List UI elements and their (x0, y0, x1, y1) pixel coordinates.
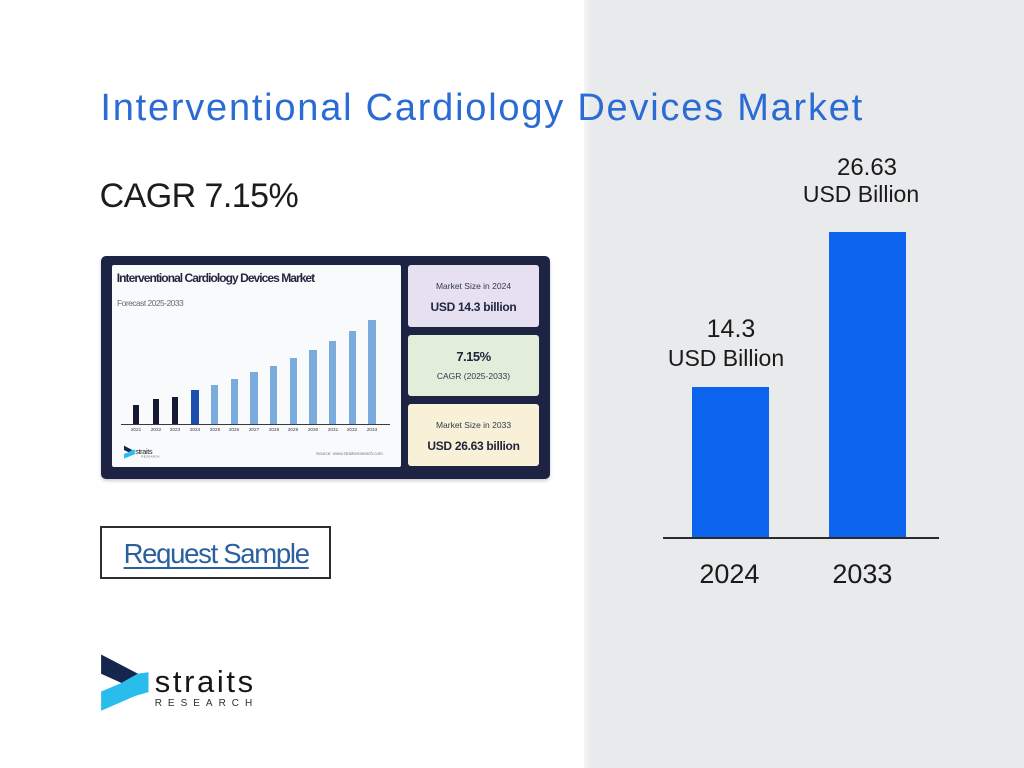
svg-text:RESEARCH: RESEARCH (141, 454, 159, 458)
svg-text:straits: straits (135, 447, 153, 456)
